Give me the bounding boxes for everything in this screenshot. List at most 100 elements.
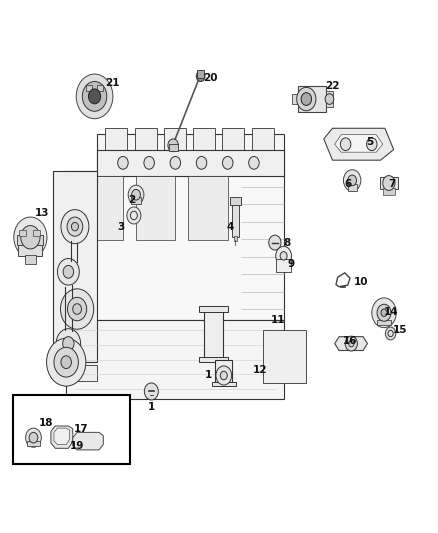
Circle shape: [223, 157, 233, 169]
Text: 16: 16: [343, 336, 357, 346]
Polygon shape: [263, 330, 306, 383]
Circle shape: [46, 338, 86, 386]
Circle shape: [128, 185, 144, 204]
Polygon shape: [164, 128, 186, 150]
Polygon shape: [193, 128, 215, 150]
Polygon shape: [212, 382, 236, 386]
Polygon shape: [57, 365, 97, 381]
Polygon shape: [324, 128, 394, 160]
Circle shape: [57, 259, 79, 285]
Polygon shape: [204, 309, 223, 360]
Polygon shape: [335, 337, 367, 351]
Circle shape: [340, 138, 351, 151]
Circle shape: [132, 189, 141, 200]
Circle shape: [127, 207, 141, 224]
Circle shape: [196, 71, 205, 82]
Circle shape: [25, 428, 41, 447]
Circle shape: [348, 175, 357, 185]
Text: 6: 6: [344, 179, 351, 189]
Polygon shape: [188, 176, 228, 240]
Polygon shape: [97, 150, 285, 176]
Polygon shape: [54, 428, 70, 445]
Circle shape: [280, 252, 287, 260]
Polygon shape: [84, 176, 123, 240]
Text: 13: 13: [35, 208, 49, 219]
Circle shape: [60, 289, 94, 329]
Circle shape: [63, 337, 74, 351]
Circle shape: [73, 304, 81, 314]
Polygon shape: [73, 432, 103, 450]
Polygon shape: [33, 230, 40, 236]
Text: 15: 15: [393, 325, 407, 335]
Circle shape: [71, 222, 78, 231]
Circle shape: [145, 383, 158, 400]
Circle shape: [216, 366, 232, 385]
Polygon shape: [51, 426, 73, 448]
Polygon shape: [97, 134, 285, 171]
Circle shape: [269, 235, 281, 250]
Polygon shape: [326, 91, 332, 107]
Polygon shape: [223, 128, 244, 150]
Circle shape: [220, 371, 227, 379]
Polygon shape: [297, 86, 326, 112]
Polygon shape: [199, 306, 228, 312]
Circle shape: [144, 157, 154, 169]
Circle shape: [276, 246, 291, 265]
Circle shape: [82, 82, 107, 111]
Circle shape: [118, 157, 128, 169]
Text: 12: 12: [253, 365, 268, 375]
Polygon shape: [232, 200, 239, 237]
Text: 18: 18: [39, 418, 54, 429]
Polygon shape: [380, 177, 398, 189]
Circle shape: [21, 225, 40, 249]
Polygon shape: [335, 135, 383, 152]
Circle shape: [170, 157, 180, 169]
Polygon shape: [53, 171, 97, 362]
Circle shape: [76, 74, 113, 119]
Bar: [13, 395, 130, 464]
Circle shape: [301, 93, 311, 106]
Circle shape: [168, 139, 178, 152]
Polygon shape: [66, 171, 285, 320]
Polygon shape: [377, 320, 391, 325]
Circle shape: [325, 94, 334, 104]
Polygon shape: [234, 236, 237, 241]
Circle shape: [67, 217, 83, 236]
Circle shape: [63, 265, 74, 278]
Polygon shape: [348, 184, 357, 191]
Polygon shape: [197, 70, 204, 78]
Circle shape: [14, 217, 47, 257]
Circle shape: [377, 304, 391, 321]
Polygon shape: [136, 176, 175, 240]
Circle shape: [249, 157, 259, 169]
Circle shape: [88, 89, 101, 104]
Polygon shape: [18, 243, 42, 256]
Text: 3: 3: [117, 222, 124, 232]
Circle shape: [61, 209, 89, 244]
Polygon shape: [25, 255, 36, 264]
Polygon shape: [230, 197, 241, 205]
Polygon shape: [88, 101, 101, 107]
Polygon shape: [131, 197, 141, 204]
Circle shape: [61, 356, 71, 368]
Text: 8: 8: [283, 238, 290, 247]
Circle shape: [385, 327, 396, 340]
Text: 5: 5: [366, 136, 373, 147]
Polygon shape: [276, 259, 291, 272]
Polygon shape: [17, 235, 43, 245]
Text: 14: 14: [384, 306, 399, 317]
Text: 11: 11: [271, 314, 285, 325]
Text: 9: 9: [287, 259, 295, 269]
Circle shape: [67, 297, 87, 321]
Polygon shape: [135, 128, 156, 150]
Circle shape: [383, 175, 395, 190]
Text: 7: 7: [388, 179, 395, 189]
Polygon shape: [169, 144, 177, 151]
Polygon shape: [97, 85, 103, 91]
Polygon shape: [215, 360, 232, 383]
Text: 20: 20: [203, 73, 218, 83]
Polygon shape: [27, 441, 40, 446]
Polygon shape: [252, 128, 274, 150]
Circle shape: [54, 348, 78, 377]
Text: 10: 10: [353, 278, 368, 287]
